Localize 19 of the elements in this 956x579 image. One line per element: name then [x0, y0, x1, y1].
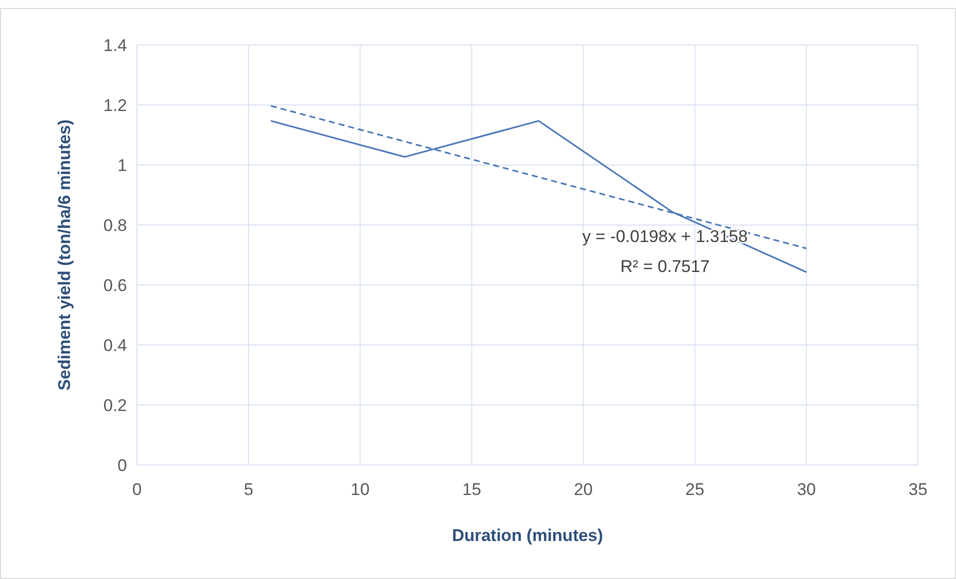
x-tick-label: 30 [796, 480, 816, 499]
x-tick-label: 10 [350, 480, 370, 499]
y-tick-label: 1.2 [103, 96, 127, 115]
x-tick-label: 20 [574, 480, 593, 499]
x-tick-label: 25 [685, 480, 704, 499]
annotation: R² = 0.7517 [620, 257, 710, 276]
y-tick-label: 1 [118, 156, 127, 175]
y-tick-label: 1.4 [103, 36, 127, 55]
y-tick-label: 0 [118, 456, 127, 475]
x-tick-label: 35 [908, 480, 928, 499]
x-tick-label: 5 [244, 480, 254, 499]
y-tick-label: 0.6 [103, 276, 127, 295]
x-axis-title: Duration (minutes) [452, 526, 604, 545]
y-tick-label: 0.2 [103, 396, 127, 415]
x-tick-label: 15 [462, 480, 482, 499]
y-tick-label: 0.4 [103, 336, 127, 355]
x-tick-label: 0 [132, 480, 142, 499]
y-axis-title: Sediment yield (ton/ha/6 minutes) [55, 119, 74, 391]
y-tick-label: 0.8 [103, 216, 127, 235]
